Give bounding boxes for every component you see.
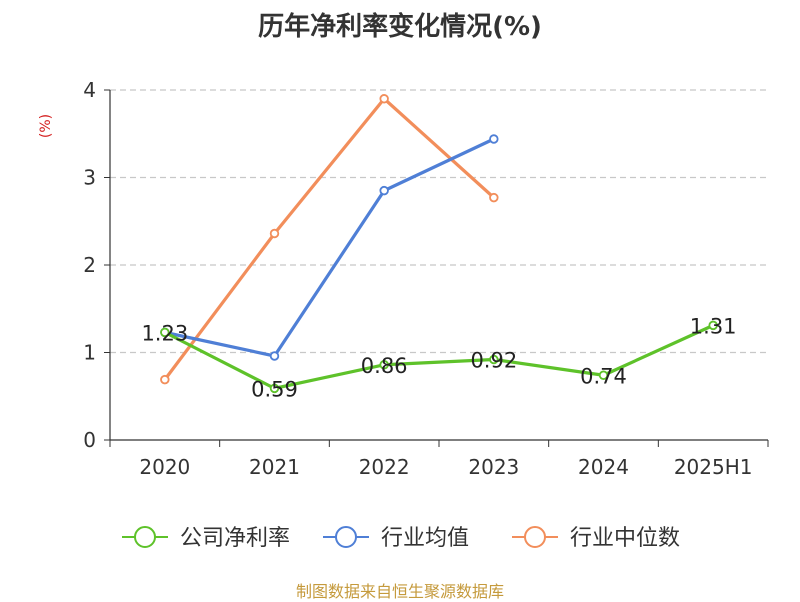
legend-marker: [134, 526, 156, 548]
legend-label: 公司净利率: [180, 526, 290, 551]
series-line-1: [164, 137, 495, 358]
y-axis-label: (%): [38, 114, 54, 138]
x-tick-label: 2025H1: [674, 455, 753, 479]
data-label: 0.59: [251, 377, 298, 401]
x-tick-label: 2023: [468, 455, 519, 479]
series-line-0: [164, 323, 714, 390]
data-point-2: [269, 228, 280, 239]
y-tick-label: 2: [83, 253, 96, 277]
x-tick-label: 2021: [249, 455, 300, 479]
chart-title: 历年净利率变化情况(%): [258, 12, 542, 42]
x-tick-label: 2024: [578, 455, 629, 479]
data-point-0: [269, 383, 280, 394]
data-label: 0.74: [580, 364, 627, 388]
data-point-0: [160, 327, 170, 338]
data-point-1: [489, 134, 499, 144]
legend-marker: [335, 526, 357, 548]
x-tick-label: 2022: [359, 455, 410, 479]
y-tick-label: 3: [83, 166, 96, 190]
data-label: 1.31: [690, 314, 737, 338]
x-tick-label: 2020: [139, 455, 190, 479]
data-point-0: [379, 360, 389, 370]
y-tick-label: 4: [83, 78, 96, 102]
legend-label: 行业均值: [381, 526, 469, 551]
data-label: 0.86: [361, 354, 408, 378]
legend-label: 行业中位数: [570, 526, 680, 551]
data-point-0: [708, 320, 718, 331]
source-note: 制图数据来自恒生聚源数据库: [295, 582, 504, 601]
data-label: 1.23: [141, 321, 188, 345]
y-tick-label: 0: [83, 428, 96, 452]
data-point-1: [379, 185, 389, 196]
data-point-1: [269, 351, 280, 361]
y-tick-label: 1: [83, 341, 96, 365]
data-label: 0.92: [470, 349, 517, 373]
legend-marker: [524, 526, 546, 548]
data-point-2: [379, 94, 389, 104]
data-point-2: [160, 374, 170, 385]
data-point-0: [489, 354, 499, 365]
data-point-2: [489, 192, 499, 203]
data-point-0: [598, 370, 609, 380]
series-line-2: [163, 97, 495, 381]
